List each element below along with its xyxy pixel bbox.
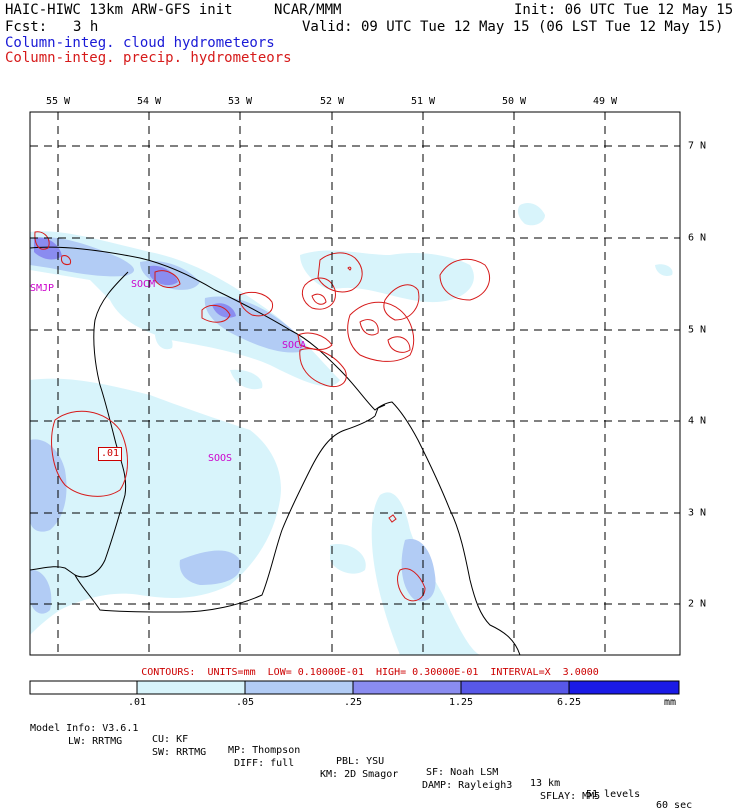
colorbar-tick: .25	[343, 697, 363, 708]
colorbar-unit: mm	[664, 697, 677, 708]
lat-lon-grid	[30, 112, 680, 655]
station-label: SOCM	[131, 279, 156, 290]
lat-label: 6 N	[688, 232, 707, 244]
footer-item: 60 sec	[656, 800, 693, 811]
lon-label: 52 W	[319, 96, 345, 107]
footer-item: Model Info: V3.6.1	[30, 723, 139, 734]
footer-item: SW: RRTMG	[152, 747, 207, 758]
contours-info: CONTOURS: UNITS=mm LOW= 0.10000E-01 HIGH…	[141, 667, 599, 678]
valid-time: Valid: 09 UTC Tue 12 May 15 (06 LST Tue …	[302, 19, 724, 35]
station-label: SOOS	[208, 453, 233, 464]
coastline	[30, 246, 521, 655]
contour-value-label: .01	[98, 447, 123, 461]
footer-item: KM: 2D Smagor	[320, 769, 399, 780]
footer-line-2: LW: RRTMG SW: RRTMG DIFF: full KM: 2D Sm…	[30, 725, 600, 802]
precip-contours	[34, 231, 490, 602]
lat-label: 3 N	[688, 507, 707, 519]
border-line	[374, 404, 386, 417]
footer-item: SF: Noah LSM	[426, 767, 499, 778]
model-title: HAIC-HIWC 13km ARW-GFS init	[5, 2, 233, 18]
footer-item: PBL: YSU	[336, 756, 385, 767]
lat-label: 5 N	[688, 324, 707, 336]
lon-label: 54 W	[136, 96, 162, 107]
lon-label: 49 W	[592, 96, 618, 107]
colorbar-tick: .01	[127, 697, 147, 708]
precip-legend: Column-integ. precip. hydrometeors	[5, 50, 292, 66]
lat-label: 4 N	[688, 415, 707, 427]
colorbar-tick: 6.25	[556, 697, 582, 708]
border-line	[74, 415, 376, 613]
lon-label: 50 W	[501, 96, 527, 107]
organization: NCAR/MMM	[274, 2, 342, 18]
station-label: SMJP	[30, 283, 55, 294]
footer-item: DIFF: full	[234, 758, 295, 769]
station-label: SOCA	[282, 340, 307, 351]
forecast-hour: 3 h	[73, 19, 99, 35]
forecast-label: Fcst:	[5, 19, 48, 35]
colorbar-tick: 1.25	[448, 697, 474, 708]
lon-label: 55 W	[45, 96, 71, 107]
init-time: Init: 06 UTC Tue 12 May 15	[514, 2, 734, 18]
footer-item: SFLAY: MM5	[540, 791, 601, 802]
colorbar	[29, 680, 680, 695]
lon-label: 53 W	[227, 96, 253, 107]
lat-label: 7 N	[688, 140, 707, 152]
cloud-legend: Column-integ. cloud hydrometeors	[5, 35, 275, 51]
lat-label: 2 N	[688, 598, 707, 610]
footer-item: 13 km	[530, 778, 561, 789]
footer-item: MP: Thompson	[228, 745, 301, 756]
lon-label: 51 W	[410, 96, 436, 107]
footer-item: LW: RRTMG	[68, 736, 123, 747]
map-panel	[29, 111, 681, 656]
footer-item: DAMP: Rayleigh3	[422, 780, 513, 791]
colorbar-tick: .05	[235, 697, 255, 708]
